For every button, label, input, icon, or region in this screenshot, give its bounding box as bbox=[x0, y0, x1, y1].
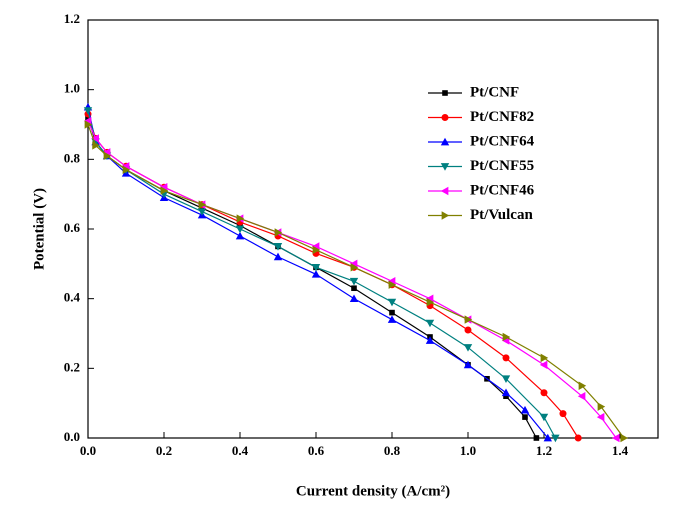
marker bbox=[596, 412, 605, 422]
marker bbox=[236, 214, 245, 223]
y-tick-label: 1.2 bbox=[64, 11, 80, 26]
marker bbox=[620, 433, 628, 443]
y-tick-label: 0.0 bbox=[64, 429, 80, 444]
marker bbox=[425, 336, 435, 344]
marker bbox=[311, 270, 321, 278]
marker bbox=[539, 413, 549, 422]
legend-marker bbox=[441, 114, 449, 121]
marker bbox=[578, 381, 587, 390]
y-tick-label: 0.6 bbox=[64, 220, 81, 235]
marker bbox=[197, 208, 207, 216]
marker bbox=[274, 228, 283, 237]
legend-label: Pt/CNF64 bbox=[470, 133, 535, 149]
marker bbox=[551, 434, 560, 443]
x-tick-label: 0.4 bbox=[232, 443, 249, 458]
y-tick-label: 1.0 bbox=[64, 81, 80, 96]
x-tick-label: 1.2 bbox=[536, 443, 552, 458]
marker bbox=[463, 360, 473, 369]
marker bbox=[543, 433, 552, 442]
marker bbox=[463, 344, 473, 352]
legend-marker bbox=[440, 186, 449, 196]
marker bbox=[83, 107, 93, 115]
marker bbox=[198, 200, 207, 209]
marker bbox=[425, 319, 435, 328]
legend-marker bbox=[440, 137, 450, 146]
marker bbox=[464, 315, 473, 324]
marker bbox=[389, 309, 395, 316]
marker bbox=[426, 297, 435, 307]
marker bbox=[533, 435, 540, 441]
x-tick-label: 1.4 bbox=[612, 443, 629, 458]
legend-label: Pt/CNF bbox=[470, 84, 519, 100]
marker bbox=[612, 433, 620, 443]
legend-marker bbox=[440, 163, 450, 171]
marker bbox=[574, 434, 582, 442]
marker bbox=[103, 151, 112, 161]
marker bbox=[273, 243, 283, 251]
marker bbox=[349, 277, 359, 286]
y-tick-label: 0.4 bbox=[64, 290, 81, 305]
marker bbox=[539, 360, 548, 370]
marker bbox=[464, 326, 472, 334]
marker bbox=[235, 225, 245, 234]
marker bbox=[387, 298, 397, 307]
x-tick-label: 1.0 bbox=[460, 443, 476, 458]
legend-label: Pt/CNF82 bbox=[470, 109, 534, 125]
marker bbox=[312, 245, 321, 255]
marker bbox=[350, 263, 359, 272]
y-tick-label: 0.2 bbox=[64, 359, 80, 374]
marker bbox=[92, 141, 100, 150]
series-line bbox=[87, 106, 549, 439]
legend-marker bbox=[442, 90, 448, 96]
x-tick-label: 0.0 bbox=[80, 443, 96, 458]
marker bbox=[577, 392, 586, 401]
marker bbox=[520, 405, 530, 414]
marker bbox=[351, 285, 357, 292]
marker bbox=[540, 389, 548, 397]
legend-label: Pt/CNF46 bbox=[470, 182, 535, 198]
legend-label: Pt/CNF55 bbox=[470, 158, 534, 174]
marker bbox=[388, 280, 397, 289]
plot-frame bbox=[87, 19, 659, 439]
marker bbox=[122, 165, 131, 174]
marker bbox=[235, 231, 245, 240]
legend-marker bbox=[441, 211, 450, 220]
x-tick-label: 0.8 bbox=[384, 443, 401, 458]
marker bbox=[84, 120, 93, 129]
y-tick-label: 0.8 bbox=[64, 150, 81, 165]
marker bbox=[501, 388, 511, 397]
marker bbox=[349, 294, 359, 303]
legend-label: Pt/Vulcan bbox=[470, 207, 533, 223]
marker bbox=[502, 354, 510, 362]
marker bbox=[311, 263, 321, 272]
marker bbox=[273, 252, 283, 261]
marker bbox=[502, 332, 511, 342]
series-line bbox=[87, 120, 617, 439]
marker bbox=[559, 410, 567, 418]
marker bbox=[522, 414, 528, 420]
marker bbox=[91, 134, 99, 143]
x-tick-label: 0.6 bbox=[308, 443, 325, 458]
x-tick-label: 0.2 bbox=[156, 443, 172, 458]
marker bbox=[501, 375, 511, 383]
y-axis-label: Potential (V) bbox=[31, 188, 47, 270]
marker bbox=[160, 186, 169, 195]
marker bbox=[597, 402, 606, 411]
marker bbox=[540, 353, 549, 363]
marker bbox=[503, 393, 509, 399]
marker bbox=[387, 315, 397, 323]
x-axis-label: Current density (A/cm²) bbox=[296, 483, 450, 499]
